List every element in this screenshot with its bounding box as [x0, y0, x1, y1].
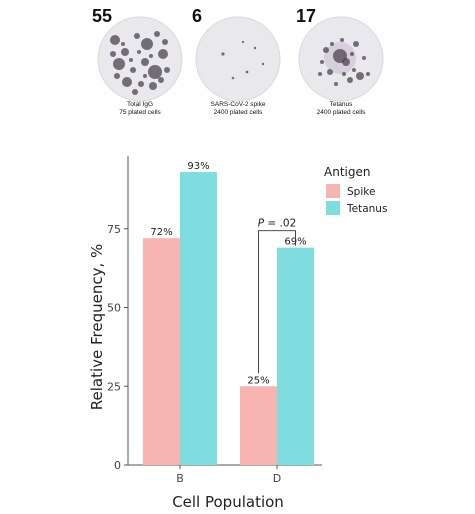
- well-spot: [353, 41, 359, 47]
- well-spot: [318, 72, 322, 76]
- well-spot: [253, 46, 257, 50]
- bar-tetanus-b: [180, 172, 217, 466]
- well-spot: [121, 48, 129, 56]
- x-tick-label: D: [273, 472, 281, 485]
- well-spot: [149, 54, 153, 58]
- x-tick-label: B: [176, 472, 184, 485]
- well-spot: [110, 35, 120, 45]
- well-spot: [164, 67, 170, 73]
- data-label: 72%: [150, 227, 172, 238]
- well-spot: [261, 62, 265, 66]
- well-caption-line1: Total IgG: [126, 101, 153, 108]
- well-caption-line2: 75 plated cells: [119, 109, 161, 116]
- well-spot: [241, 40, 245, 44]
- well-spot: [352, 68, 356, 72]
- well-spot: [366, 72, 370, 76]
- well-spot: [113, 58, 125, 70]
- well-spot: [162, 39, 168, 45]
- well-spot: [340, 38, 344, 42]
- well-spot: [362, 56, 366, 60]
- well-spot: [342, 58, 350, 66]
- well-spot: [132, 89, 138, 95]
- well-spot: [231, 76, 235, 80]
- legend-swatch-spike: [326, 184, 340, 198]
- well-spot: [334, 82, 338, 86]
- well-spot: [356, 72, 364, 80]
- well-caption-line2: 2400 plated cells: [316, 109, 366, 116]
- well-caption: SARS-CoV-2 spike 2400 plated cells: [183, 101, 293, 117]
- well-caption-line1: SARS-CoV-2 spike: [210, 101, 266, 108]
- p-value-label: P = .02: [258, 218, 297, 230]
- well-image-total-igg: [97, 16, 183, 102]
- well-spot: [154, 31, 160, 37]
- well-total-igg: 55 Total IgG 75 plated cells: [85, 0, 230, 135]
- y-tick-label: 50: [107, 302, 121, 315]
- y-tick-label: 25: [107, 380, 121, 393]
- legend-label-tetanus: Tetanus: [346, 203, 387, 215]
- y-tick-label: 0: [114, 459, 121, 472]
- well-spot: [141, 58, 149, 66]
- well-spot: [110, 51, 116, 57]
- well-spot: [350, 52, 354, 56]
- well-spot: [130, 67, 136, 73]
- well-spot: [141, 38, 153, 50]
- well-spot: [122, 77, 132, 87]
- well-plate: [195, 16, 281, 102]
- well-spot: [221, 52, 225, 56]
- y-axis-title: Relative Frequency, %: [88, 244, 106, 411]
- bar-tetanus-d: [277, 247, 314, 465]
- well-spot: [330, 42, 334, 46]
- well-caption: Tetanus 2400 plated cells: [286, 101, 396, 117]
- well-spot: [347, 77, 353, 83]
- well-caption: Total IgG 75 plated cells: [85, 101, 195, 117]
- well-count: 55: [92, 6, 113, 26]
- well-spot: [143, 74, 147, 78]
- well-image-tetanus: [298, 16, 384, 102]
- bar-spike-d: [240, 386, 277, 465]
- well-plate: [97, 16, 183, 102]
- bar-spike-b: [143, 238, 180, 465]
- well-spot: [320, 60, 324, 64]
- well-spot: [158, 77, 164, 83]
- well-spot: [149, 82, 157, 90]
- data-label: 25%: [247, 375, 269, 386]
- well-spot: [158, 49, 168, 59]
- well-count: 17: [296, 6, 317, 26]
- legend-label-spike: Spike: [347, 186, 375, 198]
- well-spot: [245, 70, 249, 74]
- y-tick-label: 75: [107, 223, 121, 236]
- well-spot: [137, 50, 141, 54]
- well-caption-line2: 2400 plated cells: [213, 109, 263, 116]
- well-spot: [323, 47, 329, 53]
- x-axis-title: Cell Population: [172, 493, 284, 511]
- legend-swatch-tetanus: [326, 201, 340, 215]
- well-sars-cov-2-spike: 6 SARS-CoV-2 spike 2400 plated cells: [183, 0, 328, 135]
- well-spot: [148, 65, 162, 79]
- legend-title: Antigen: [324, 165, 370, 179]
- well-spot: [342, 72, 346, 76]
- well-spot: [121, 42, 125, 46]
- well-spot: [327, 69, 333, 75]
- elispot-wells-panel: 55 Total IgG 75 plated cells 6 SARS-CoV-…: [0, 0, 475, 135]
- well-spot: [114, 73, 120, 79]
- well-tetanus: 17 Tetanus 2400 plated cells: [288, 0, 433, 135]
- well-spot: [134, 33, 140, 39]
- well-count: 6: [192, 6, 203, 26]
- significance-bracket: [258, 230, 296, 374]
- well-spot: [138, 81, 144, 87]
- data-label: 93%: [187, 161, 209, 172]
- well-caption-line1: Tetanus: [329, 101, 353, 108]
- legend: Antigen Spike Tetanus: [324, 165, 387, 215]
- well-spot: [129, 58, 133, 62]
- well-image-spike: [195, 16, 281, 102]
